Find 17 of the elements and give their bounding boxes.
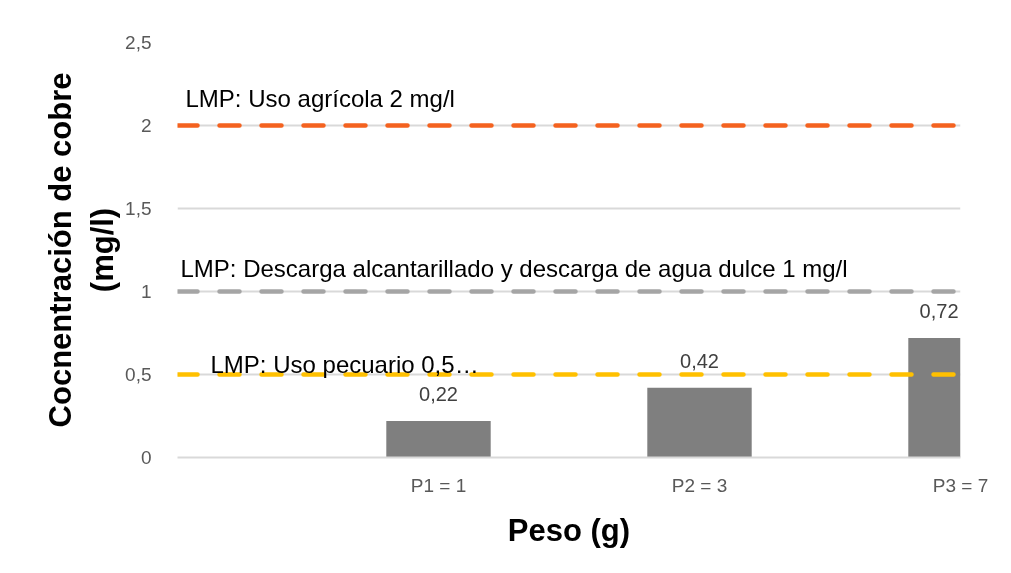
x-tick-label: P2 = 3 (671, 474, 728, 496)
ref-line-label: LMP: Descarga alcantarillado y descarga de agua dulce 1 mg/l (180, 255, 848, 282)
data-label: 0,22 (419, 382, 458, 405)
x-axis-title: Peso (g) (507, 512, 631, 548)
data-label: 0,72 (919, 299, 959, 322)
y-tick-label: 0,5 (125, 364, 152, 385)
x-tick-label: P1 = 1 (410, 474, 467, 496)
y-tick-label: 1 (140, 281, 152, 302)
ref-line-label: LMP: Uso agrícola 2 mg/l (185, 85, 455, 112)
y-tick-label: 1,5 (125, 198, 152, 219)
y-tick-label: 0 (140, 447, 152, 468)
x-tick-label: P3 = 7 (932, 474, 989, 496)
y-tick-label: 2,5 (125, 32, 152, 53)
y-tick-label: 2 (140, 115, 152, 136)
ref-line-label: LMP: Uso pecuario 0,5… (210, 351, 479, 378)
data-label: 0,42 (680, 349, 719, 372)
y-axis-title: Cocnentración de cobre (mg/l) (43, 72, 121, 428)
